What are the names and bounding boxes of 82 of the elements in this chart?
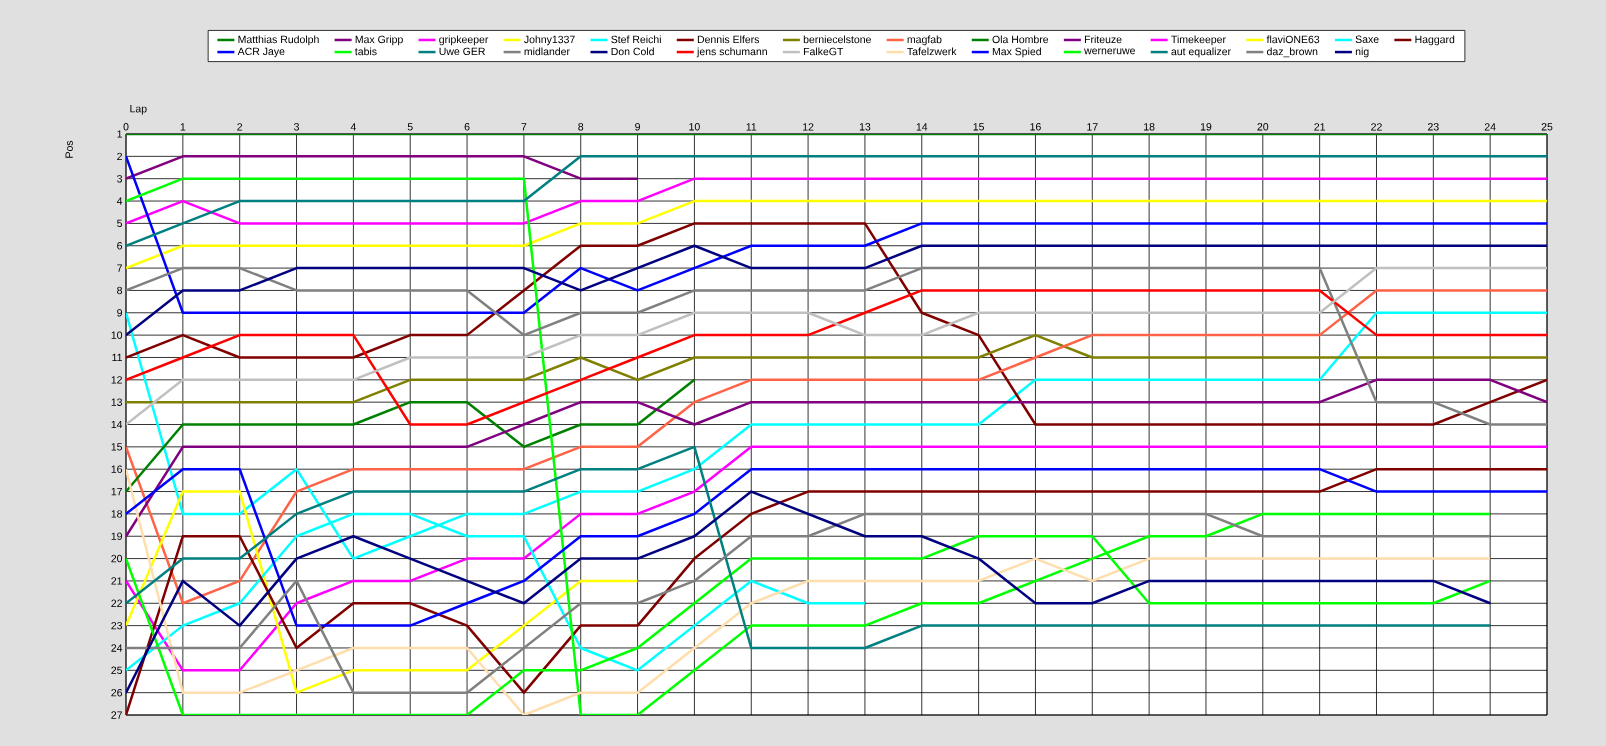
legend-label: Tafelzwerk: [907, 47, 957, 56]
legend-label: Dennis Elfers: [697, 35, 760, 44]
x-tick-label: 24: [1484, 123, 1496, 131]
legend-label: ACR Jaye: [237, 47, 285, 58]
legend-label: Haggard: [1415, 35, 1455, 46]
x-tick-label: 18: [1144, 123, 1155, 131]
y-tick-label: 8: [117, 286, 123, 295]
legend-label: Friteuze: [1084, 35, 1122, 44]
y-tick-label: 11: [112, 353, 122, 362]
y-tick-label: 3: [117, 174, 123, 183]
x-tick-label: 3: [294, 123, 299, 131]
x-tick-label: 22: [1371, 123, 1382, 131]
y-tick-label: 9: [117, 309, 122, 317]
legend-label: Ola Hombre: [992, 35, 1049, 44]
x-tick-label: 16: [1030, 123, 1041, 131]
y-tick-label: 24: [111, 644, 123, 652]
legend-label: berniecelstone: [803, 35, 871, 44]
legend-label: jens schumann: [696, 47, 767, 58]
y-tick-label: 25: [111, 666, 123, 675]
y-tick-label: 12: [111, 376, 122, 384]
x-tick-label: 7: [521, 123, 527, 131]
x-tick-label: 11: [746, 123, 757, 131]
x-tick-label: 21: [1314, 123, 1325, 131]
x-tick-label: 9: [635, 123, 640, 131]
x-tick-label: 25: [1541, 123, 1553, 131]
legend-label: Saxe: [1355, 35, 1379, 43]
x-axis-title: Lap: [130, 105, 147, 115]
legend-label: Don Cold: [611, 47, 654, 56]
legend-label: FalkeGT: [803, 47, 844, 56]
y-tick-label: 17: [111, 487, 122, 496]
y-axis-title: Pos: [65, 140, 73, 158]
x-tick-label: 14: [916, 123, 928, 131]
legend-label: daz_brown: [1267, 47, 1318, 58]
y-tick-label: 2: [117, 152, 122, 161]
y-tick-label: 26: [111, 688, 123, 697]
y-tick-label: 21: [111, 577, 122, 585]
y-tick-label: 4: [116, 197, 123, 205]
y-tick-label: 20: [111, 554, 123, 563]
x-tick-label: 15: [973, 123, 985, 131]
legend-label: werneruwe: [1084, 48, 1135, 55]
legend-label: flaviONE63: [1266, 35, 1320, 44]
legend-label: tabis: [355, 47, 377, 56]
x-tick-label: 6: [464, 123, 470, 131]
y-tick-label: 5: [117, 219, 123, 228]
legend-label: magfab: [907, 35, 942, 46]
y-tick-label: 18: [111, 510, 123, 518]
x-tick-label: 12: [803, 123, 814, 131]
x-tick-label: 20: [1257, 123, 1269, 131]
x-tick-label: 8: [578, 123, 584, 131]
x-tick-label: 17: [1087, 123, 1098, 131]
legend-label: Johny1337: [524, 35, 575, 46]
legend-label: gripkeeper: [439, 35, 489, 46]
legend-label: Stef Reichi: [611, 35, 661, 44]
y-tick-label: 23: [111, 621, 123, 630]
x-tick-label: 5: [407, 123, 413, 131]
x-tick-label: 0: [123, 123, 129, 131]
x-tick-label: 23: [1428, 123, 1439, 131]
legend-label: Max Spied: [992, 47, 1041, 58]
x-tick-label: 2: [237, 123, 243, 131]
y-tick-label: 19: [111, 532, 122, 540]
y-tick-label: 10: [111, 331, 123, 339]
legend-label: aut equalizer: [1171, 47, 1231, 58]
y-tick-label: 14: [111, 420, 123, 429]
legend-label: Uwe GER: [439, 47, 485, 56]
y-tick-label: 6: [117, 242, 123, 250]
legend-label: Max Gripp: [355, 35, 403, 46]
y-tick-label: 27: [111, 711, 122, 719]
y-tick-label: 1: [117, 130, 122, 138]
legend-label: Matthias Rudolph: [238, 35, 319, 46]
x-tick-label: 4: [350, 123, 356, 131]
y-tick-label: 15: [111, 443, 123, 451]
legend-label: midlander: [524, 47, 570, 56]
legend-label: Timekeeper: [1171, 35, 1226, 46]
legend-label: nig: [1355, 47, 1369, 58]
y-tick-label: 7: [117, 264, 122, 272]
x-tick-label: 1: [180, 123, 186, 131]
y-tick-label: 13: [111, 398, 123, 406]
x-tick-label: 19: [1200, 123, 1212, 131]
x-tick-label: 13: [859, 123, 871, 131]
y-tick-label: 22: [111, 599, 122, 607]
x-tick-label: 10: [689, 123, 700, 131]
y-tick-label: 16: [111, 465, 123, 473]
